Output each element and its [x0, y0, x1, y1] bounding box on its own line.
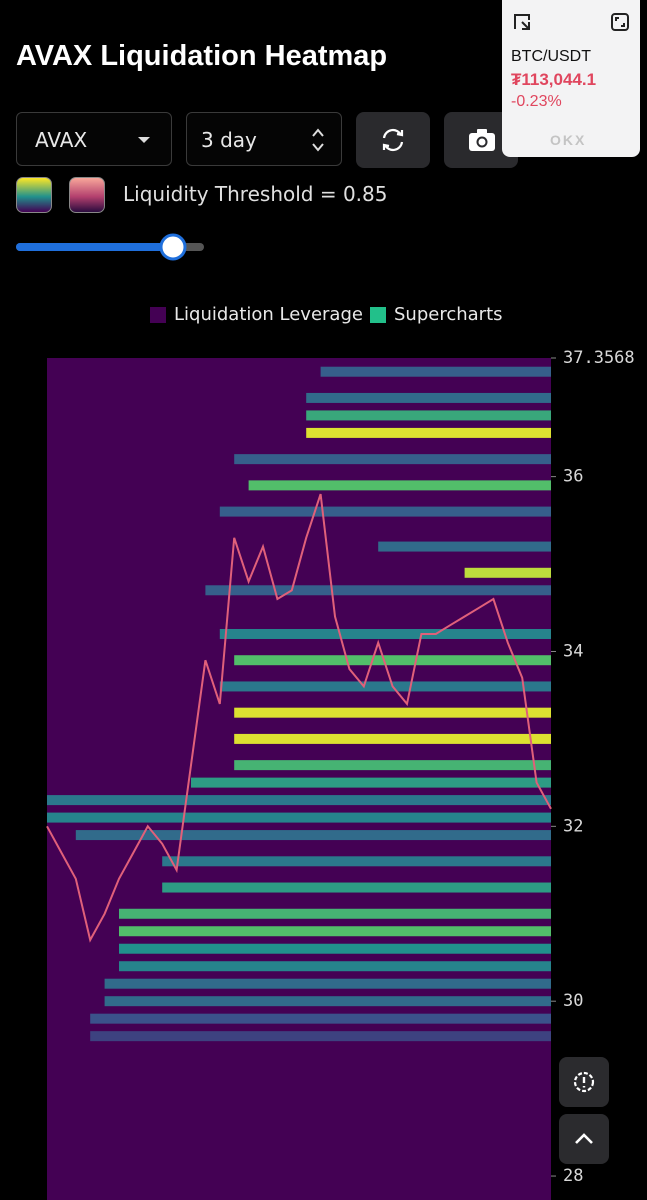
scroll-top-button[interactable] [559, 1114, 609, 1164]
liquidity-band [219, 506, 552, 517]
legend-label: Supercharts [394, 304, 503, 325]
liquidity-band [378, 541, 551, 552]
price: ₮113,044.1 [511, 70, 597, 89]
gear-icon [573, 1071, 595, 1093]
palette-viridis[interactable] [16, 177, 52, 213]
pair: BTC/USDT [511, 48, 591, 65]
liquidity-band [162, 856, 551, 867]
liquidity-band [75, 830, 552, 841]
liquidity-band [104, 996, 551, 1007]
liquidity-band [90, 1013, 551, 1024]
liquidity-band [47, 795, 551, 806]
popout-icon [514, 14, 530, 30]
liquidity-band [234, 655, 551, 666]
legend-swatch [150, 307, 166, 323]
liquidity-band [162, 882, 551, 893]
refresh-icon [382, 128, 404, 152]
liquidity-band [234, 707, 551, 718]
legend-swatch [370, 307, 386, 323]
legend-label: Liquidation Leverage [174, 304, 363, 325]
liquidity-band [234, 454, 551, 465]
refresh-button[interactable] [356, 112, 430, 168]
expand-icon [611, 13, 629, 31]
ticker-widget[interactable]: BTC/USDT ₮113,044.1 -0.23% OKX [502, 0, 640, 157]
y-tick-label: 28 [563, 1166, 583, 1186]
page-title: AVAX Liquidation Heatmap [16, 40, 388, 72]
liquidity-band [47, 812, 551, 823]
liquidity-band [104, 978, 551, 989]
liquidity-band [306, 410, 551, 421]
liquidity-band [306, 392, 551, 403]
price-line [46, 493, 552, 943]
liquidity-band [119, 926, 551, 937]
liquidity-band [119, 943, 551, 954]
change: -0.23% [511, 93, 562, 110]
liquidity-band [219, 681, 552, 692]
y-tick-label: 32 [563, 816, 583, 836]
stepper [312, 128, 324, 152]
chevron [138, 137, 150, 143]
symbol-select[interactable]: AVAX [16, 112, 172, 166]
up-icon [575, 1133, 593, 1144]
liquidity-band [464, 567, 551, 578]
liquidity-band [205, 585, 551, 596]
liquidity-band [306, 427, 551, 438]
liquidity-band [248, 480, 551, 491]
period-select[interactable]: 3 day [186, 112, 342, 166]
liquidity-band [119, 908, 551, 919]
y-tick-label: 36 [563, 467, 583, 487]
liquidity-band [219, 628, 552, 639]
y-tick-label: 30 [563, 991, 583, 1011]
camera-icon [469, 129, 495, 151]
palette-magma[interactable] [69, 177, 105, 213]
period-value: 3 day [201, 128, 257, 152]
threshold-slider[interactable] [10, 232, 210, 262]
liquidity-band [119, 961, 551, 972]
settings-button[interactable] [559, 1057, 609, 1107]
liquidity-band [234, 733, 551, 744]
y-tick-label: 37.3568 [563, 348, 635, 368]
y-tick-label: 34 [563, 641, 583, 661]
liquidity-band [90, 1031, 551, 1042]
liquidity-band [234, 760, 551, 771]
exchange: OKX [550, 132, 587, 148]
symbol-value: AVAX [35, 128, 88, 152]
liquidity-band [191, 777, 551, 788]
liquidity-band [320, 366, 551, 377]
threshold-label: Liquidity Threshold = 0.85 [123, 182, 388, 206]
